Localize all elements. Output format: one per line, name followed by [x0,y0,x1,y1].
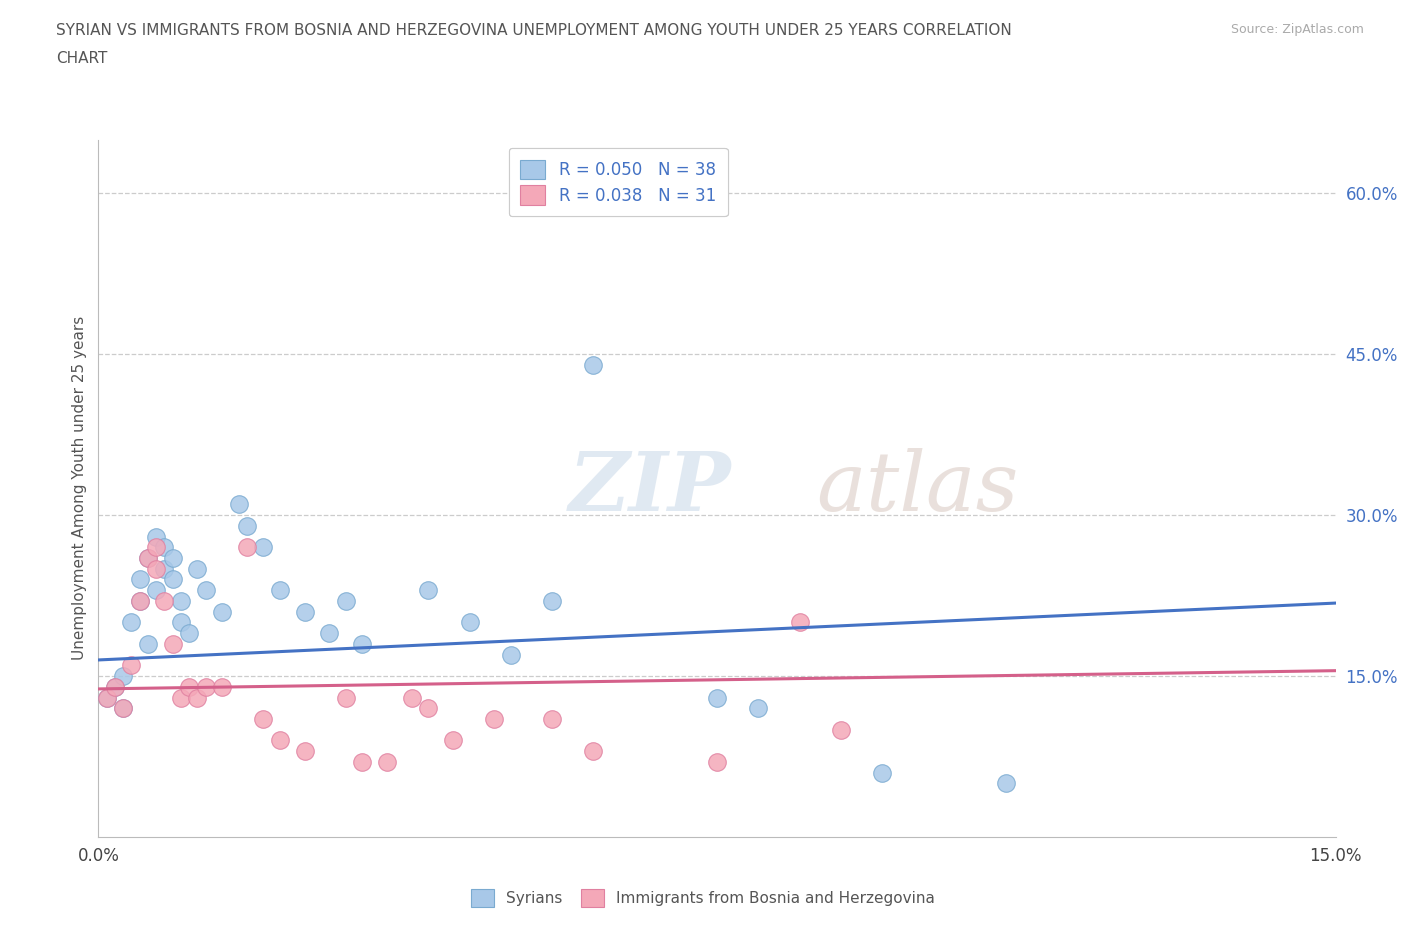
Point [162,636,184,651]
Point [582,744,605,759]
Point [136,551,159,565]
Point [269,583,291,598]
Point [128,593,150,608]
Text: SYRIAN VS IMMIGRANTS FROM BOSNIA AND HERZEGOVINA UNEMPLOYMENT AMONG YOUTH UNDER : SYRIAN VS IMMIGRANTS FROM BOSNIA AND HER… [56,23,1012,38]
Point [870,765,893,780]
Point [136,551,159,565]
Point [179,626,201,641]
Legend: Syrians, Immigrants from Bosnia and Herzegovina: Syrians, Immigrants from Bosnia and Herz… [465,884,941,913]
Point [120,658,142,672]
Point [830,723,852,737]
Point [541,593,564,608]
Point [228,497,250,512]
Point [170,593,193,608]
Point [145,562,167,577]
Point [153,539,176,554]
Point [236,518,259,533]
Point [96,690,118,705]
Point [484,711,506,726]
Point [418,701,440,716]
Point [153,593,176,608]
Point [318,626,340,641]
Text: Source: ZipAtlas.com: Source: ZipAtlas.com [1230,23,1364,36]
Point [136,636,159,651]
Point [418,583,440,598]
Point [747,701,769,716]
Point [335,690,357,705]
Point [352,636,374,651]
Point [186,690,208,705]
Point [153,562,176,577]
Point [252,711,274,726]
Point [186,562,208,577]
Point [194,679,217,694]
Point [170,615,193,630]
Point [120,615,142,630]
Point [170,690,193,705]
Point [104,679,127,694]
Point [236,539,259,554]
Y-axis label: Unemployment Among Youth under 25 years: Unemployment Among Youth under 25 years [72,316,87,660]
Point [352,754,374,769]
Point [145,539,167,554]
Point [441,733,464,748]
Point [211,679,233,694]
Point [104,679,127,694]
Point [112,701,135,716]
Point [401,690,423,705]
Point [112,669,135,684]
Point [96,690,118,705]
Point [994,776,1017,790]
Point [458,615,481,630]
Point [194,583,217,598]
Point [706,754,728,769]
Point [112,701,135,716]
Point [179,679,201,694]
Point [375,754,398,769]
Point [335,593,357,608]
Legend: R = 0.050   N = 38, R = 0.038   N = 31: R = 0.050 N = 38, R = 0.038 N = 31 [509,148,727,217]
Text: atlas: atlas [815,448,1018,528]
Point [269,733,291,748]
Point [145,529,167,544]
Point [252,539,274,554]
Point [706,690,728,705]
Point [499,647,522,662]
Point [145,583,167,598]
Point [789,615,811,630]
Point [128,572,150,587]
Point [582,357,605,372]
Text: CHART: CHART [56,51,108,66]
Point [162,572,184,587]
Point [294,744,316,759]
Point [294,604,316,619]
Point [162,551,184,565]
Text: ZIP: ZIP [568,448,731,528]
Point [211,604,233,619]
Point [128,593,150,608]
Point [541,711,564,726]
